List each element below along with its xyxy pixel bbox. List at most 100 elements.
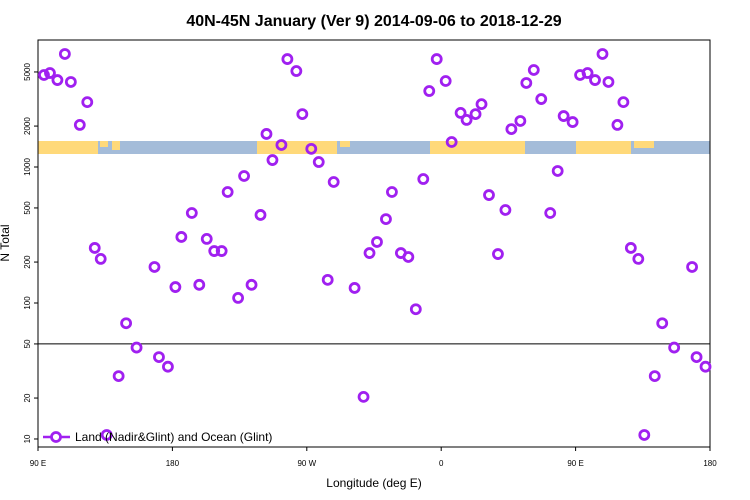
y-tick-label: 5000 — [23, 63, 32, 81]
x-tick-label: 90 W — [297, 459, 316, 468]
chart-title: 40N-45N January (Ver 9) 2014-09-06 to 20… — [186, 13, 561, 30]
data-point — [221, 186, 234, 198]
data-point — [699, 360, 712, 373]
data-point — [409, 303, 422, 316]
y-tick-label: 1000 — [23, 158, 32, 176]
data-point — [290, 65, 303, 77]
data-point — [327, 176, 340, 188]
y-tick-label: 200 — [23, 255, 32, 269]
x-tick-label: 180 — [703, 459, 717, 468]
plot-frame — [37, 39, 711, 448]
data-point — [321, 273, 334, 286]
y-axis-label: N Total — [0, 224, 12, 261]
data-point — [238, 170, 250, 182]
data-point — [686, 261, 698, 273]
data-point — [120, 317, 133, 330]
data-point — [94, 252, 107, 265]
y-tick-label: 10 — [23, 434, 32, 443]
data-point — [417, 173, 430, 185]
data-point — [589, 74, 601, 86]
data-point — [88, 242, 101, 254]
data-point — [193, 278, 206, 291]
y-tick-label: 100 — [23, 296, 32, 310]
data-point — [638, 429, 651, 441]
data-point — [112, 370, 125, 382]
data-point — [58, 48, 71, 60]
data-point — [690, 351, 703, 364]
data-point — [130, 341, 143, 354]
data-point — [386, 186, 398, 198]
y-tick-label: 500 — [23, 201, 32, 215]
data-point — [175, 231, 188, 243]
data-point — [380, 213, 392, 225]
x-tick-label: 180 — [166, 459, 180, 468]
data-point — [460, 114, 473, 126]
data-point — [475, 98, 488, 111]
data-point — [348, 282, 361, 294]
data-point — [656, 317, 669, 330]
legend-marker — [50, 431, 62, 443]
x-tick-label: 90 E — [567, 459, 583, 468]
data-point — [611, 119, 624, 131]
data-point — [357, 390, 370, 403]
data-point — [430, 53, 443, 65]
data-point — [371, 236, 383, 248]
data-point — [423, 85, 436, 97]
data-point — [232, 292, 245, 304]
data-point — [596, 48, 609, 60]
data-point — [581, 67, 594, 79]
data-point — [305, 142, 318, 155]
data-point — [254, 209, 267, 221]
data-point — [632, 252, 645, 265]
x-tick-label: 90 E — [30, 459, 46, 468]
data-point — [245, 278, 258, 291]
legend-label: Land (Nadir&Glint) and Ocean (Glint) — [75, 430, 272, 444]
data-point — [566, 116, 579, 128]
x-tick-label: 0 — [439, 459, 444, 468]
data-point — [81, 96, 94, 109]
data-point — [520, 77, 533, 89]
data-point — [64, 76, 77, 88]
y-tick-label: 50 — [23, 339, 32, 348]
data-point — [281, 53, 294, 65]
data-point — [551, 165, 564, 177]
data-point — [312, 156, 325, 168]
data-point — [617, 96, 630, 109]
data-point — [492, 248, 504, 260]
data-point — [445, 136, 458, 148]
data-point — [527, 64, 540, 76]
data-point — [557, 110, 570, 122]
data-point — [499, 204, 512, 216]
data-point — [266, 154, 279, 166]
data-point — [275, 139, 288, 151]
data-point — [296, 108, 309, 120]
data-point — [454, 106, 467, 119]
data-point — [544, 207, 557, 219]
data-point — [208, 245, 221, 257]
data-point — [402, 251, 415, 263]
data-point — [648, 370, 661, 382]
data-point — [668, 341, 681, 354]
data-point — [260, 128, 273, 140]
land-ocean-strip — [38, 141, 710, 154]
data-point — [73, 119, 86, 131]
data-point — [602, 76, 615, 88]
x-axis-label: Longitude (deg E) — [326, 476, 421, 490]
data-point — [100, 429, 113, 441]
data-point — [169, 281, 182, 293]
data-point — [51, 74, 64, 86]
data-point — [514, 115, 527, 127]
data-point — [535, 93, 548, 105]
data-point — [44, 67, 56, 79]
data-point — [162, 360, 174, 373]
data-point — [200, 233, 213, 245]
data-point — [624, 242, 637, 254]
data-point — [469, 108, 482, 120]
data-point — [38, 69, 50, 81]
data-point — [153, 351, 165, 364]
data-point — [185, 207, 198, 219]
data-point — [439, 75, 452, 87]
data-point — [363, 247, 376, 259]
data-point — [148, 261, 161, 273]
